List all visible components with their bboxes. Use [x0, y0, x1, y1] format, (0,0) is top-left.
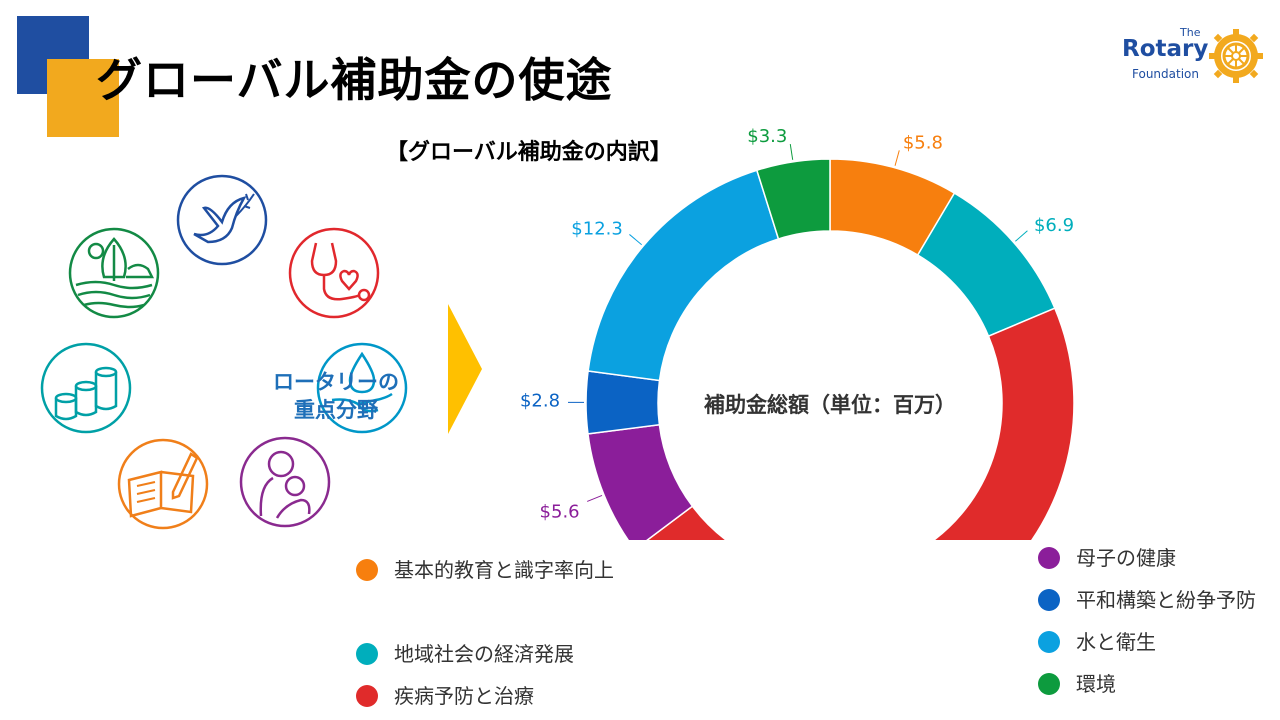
water-drop-hand-icon [316, 342, 408, 434]
legend-label: 平和構築と紛争予防 [1076, 588, 1256, 612]
peace-dove-icon [176, 174, 268, 266]
slide-title: グローバル補助金の使途 [96, 53, 613, 107]
coins-icon [40, 342, 132, 434]
logo-foundation: Foundation [1132, 67, 1199, 81]
legend-label: 水と衛生 [1076, 630, 1156, 654]
legend-swatch [1038, 547, 1060, 569]
stethoscope-heart-icon [288, 227, 380, 319]
mother-child-icon [239, 436, 331, 528]
slice-value-label: $5.8 [903, 133, 943, 154]
legend-swatch [356, 559, 378, 581]
rotary-wheel-icon [1209, 29, 1263, 83]
arrow-right-icon [448, 304, 482, 434]
logo-the: The [1180, 26, 1201, 39]
legend-left: 基本的教育と識字率向上 地域社会の経済発展 疾病予防と治療 [356, 556, 646, 708]
leader-line [629, 234, 642, 246]
rotary-foundation-logo: The Rotary Foundation [1118, 22, 1268, 86]
legend-swatch [1038, 673, 1060, 695]
legend-label: 疾病予防と治療 [394, 684, 534, 708]
focus-areas-label: ロータリーの 重点分野 [273, 370, 399, 422]
logo-rotary: Rotary [1122, 36, 1209, 62]
chart-subtitle: 【グローバル補助金の内訳】 [386, 140, 672, 165]
legend-label: 母子の健康 [1076, 546, 1176, 570]
leader-line [1015, 230, 1028, 242]
legend-swatch [356, 643, 378, 665]
leader-line [587, 494, 603, 502]
legend-swatch [1038, 589, 1060, 611]
chart-center-label: 補助金総額（単位：百万） [703, 393, 956, 417]
donut-slice [585, 370, 661, 435]
donut-slice [646, 307, 1075, 540]
decor-gold-square [47, 59, 119, 137]
legend-swatch [1038, 631, 1060, 653]
donut-slice [587, 169, 780, 382]
legend-label: 環境 [1076, 672, 1116, 696]
slice-value-label: $6.9 [1034, 215, 1074, 236]
leader-line [894, 150, 900, 166]
legend-label: 地域社会の経済発展 [394, 642, 574, 666]
leader-line [789, 143, 794, 160]
donut-chart: $5.8$6.9$31.4$5.6$2.8$12.3$3.3 補助金総額（単位：… [520, 126, 1075, 540]
donut-slice [755, 158, 831, 240]
slice-value-label: $2.8 [520, 390, 560, 411]
legend-swatch [356, 685, 378, 707]
legend-right: 母子の健康平和構築と紛争予防 水と衛生環境 [1038, 544, 1278, 704]
slice-value-label: $3.3 [747, 126, 787, 147]
legend-label: 基本的教育と識字率向上 [394, 558, 614, 582]
environment-tree-icon [68, 227, 160, 319]
slice-value-label: $5.6 [540, 502, 580, 523]
slice-value-label: $12.3 [571, 219, 623, 240]
book-pencil-icon [117, 438, 209, 530]
